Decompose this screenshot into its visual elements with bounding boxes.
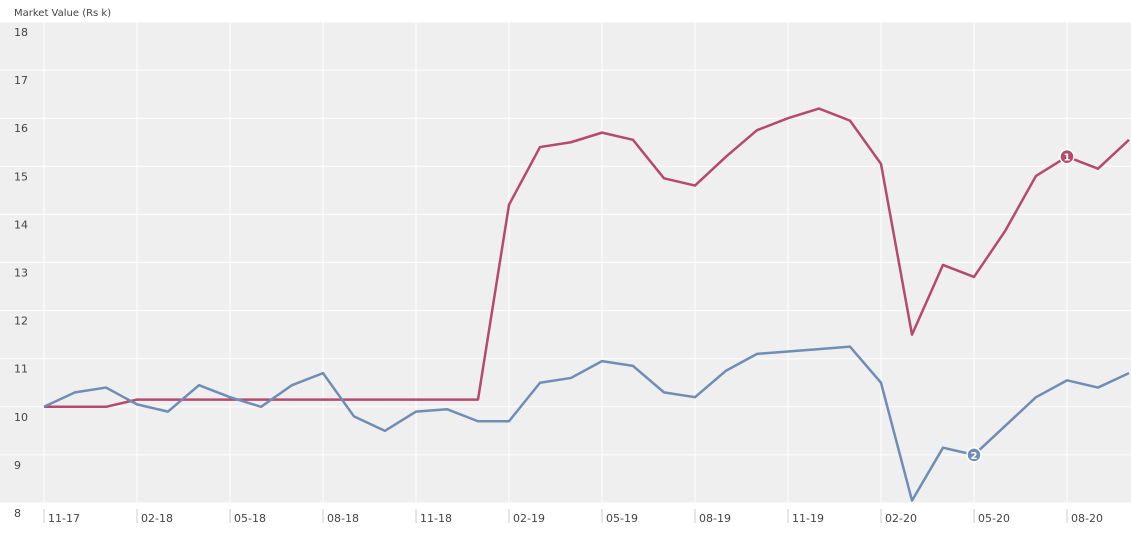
x-tick-label: 05-18 [234, 512, 266, 525]
series-marker-label: 1 [1064, 153, 1071, 164]
x-tick-label: 02-18 [141, 512, 173, 525]
series-line [43, 345, 1130, 502]
x-tick-label: 02-20 [885, 512, 917, 525]
y-axis-label: Market Value (Rs k) [14, 8, 111, 19]
x-tick-label: 05-20 [978, 512, 1010, 525]
x-tick-label: 05-19 [606, 512, 638, 525]
y-tick-label: 17 [14, 74, 28, 87]
y-tick-label: 14 [14, 218, 28, 231]
series-marker-label: 2 [971, 451, 978, 462]
x-tick-label: 11-17 [48, 512, 80, 525]
y-tick-label: 15 [14, 170, 28, 183]
series-marker [1059, 148, 1075, 165]
x-tick-label: 02-19 [513, 512, 545, 525]
y-tick-label: 16 [14, 122, 28, 135]
x-tick-label: 08-18 [327, 512, 359, 525]
y-tick-label: 13 [14, 267, 28, 280]
x-tick-label: 08-20 [1071, 512, 1103, 525]
x-tick-label: 08-19 [699, 512, 731, 525]
x-tick-label: 11-19 [792, 512, 824, 525]
y-tick-label: 8 [14, 507, 21, 520]
series-marker [966, 447, 982, 463]
y-tick-label: 11 [14, 363, 28, 376]
y-tick-label: 9 [14, 459, 21, 472]
y-tick-label: 12 [14, 315, 28, 328]
y-tick-label: 18 [14, 26, 28, 39]
series-line [44, 107, 1130, 409]
y-tick-label: 10 [14, 411, 28, 424]
x-tick-label: 11-18 [420, 512, 452, 525]
